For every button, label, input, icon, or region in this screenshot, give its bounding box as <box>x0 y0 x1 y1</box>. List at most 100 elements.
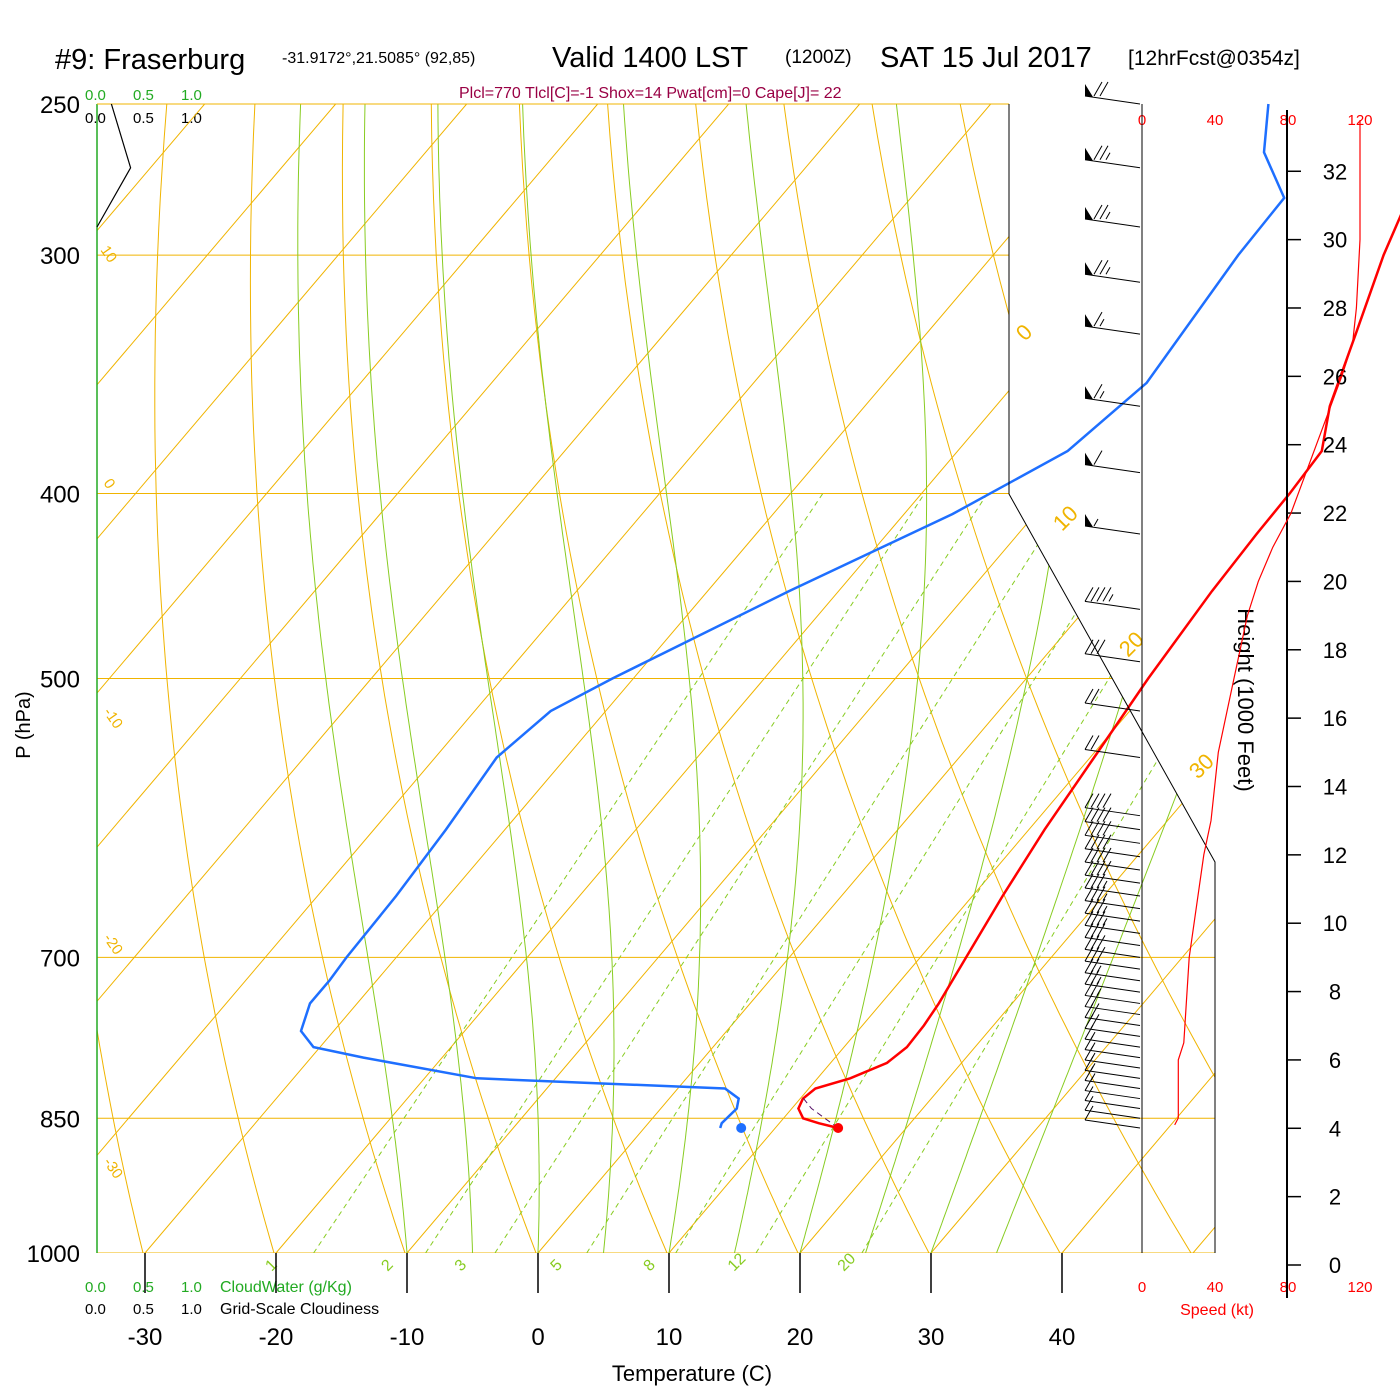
mixing-ratio-label: 2 <box>378 1256 396 1274</box>
barb-pennant <box>1085 314 1093 328</box>
isotherm <box>97 104 599 1253</box>
barb-flag <box>1084 898 1094 914</box>
mixing-ratio-line <box>425 493 925 1253</box>
barb-flag <box>1084 1076 1094 1091</box>
barb-flag <box>1096 935 1106 950</box>
height-tick-label: 2 <box>1329 1185 1341 1210</box>
barb-flag <box>1084 935 1094 950</box>
cloudiness-tick: 0.5 <box>133 1301 154 1318</box>
temperature-tick-label: 30 <box>918 1324 945 1351</box>
barb-staff <box>1084 821 1141 831</box>
barb-flag <box>1093 204 1103 220</box>
barb-flag <box>1084 1056 1094 1071</box>
height-tick-label: 6 <box>1329 1048 1341 1073</box>
height-tick-label: 16 <box>1323 706 1347 731</box>
barb-staff <box>1084 218 1141 228</box>
mixing-ratio-line <box>313 493 824 1253</box>
isotherm <box>97 104 337 1253</box>
barb-staff <box>1084 1038 1141 1048</box>
barb-staff <box>1084 1049 1141 1059</box>
wind-barb <box>1084 1045 1141 1069</box>
pressure-label: 850 <box>40 1106 80 1133</box>
barb-flag <box>1102 807 1112 822</box>
barb-staff <box>1084 861 1141 871</box>
pressure-label: 1000 <box>27 1241 80 1268</box>
station-coords: -31.9172°,21.5085° (92,85) <box>282 50 475 67</box>
wind-barb <box>1084 639 1141 663</box>
height-tick-label: 8 <box>1329 980 1341 1005</box>
temperature-tick-label: 20 <box>787 1324 814 1351</box>
barb-staff <box>1084 325 1141 335</box>
barb-staff <box>1084 848 1141 858</box>
wind-barb <box>1084 834 1141 858</box>
parcel-path <box>801 1096 839 1129</box>
dry-adiabat <box>1313 104 1400 1253</box>
barb-half-flag <box>1099 390 1105 399</box>
y-axis-label: P (hPa) <box>13 691 35 758</box>
barb-pennant <box>1085 84 1093 97</box>
height-tick-label: 26 <box>1323 364 1347 389</box>
barb-flag <box>1084 821 1094 836</box>
wind-barb <box>1084 946 1141 970</box>
barb-flag <box>1090 860 1100 876</box>
barb-pennant <box>1085 513 1093 527</box>
barb-flag <box>1090 873 1100 889</box>
barb-staff <box>1084 749 1141 758</box>
barb-flag <box>1102 860 1112 876</box>
isotherm-label: 10 <box>1048 501 1083 536</box>
barb-staff <box>1084 159 1141 169</box>
barb-flag <box>1096 873 1106 889</box>
temperature-tick-label: 10 <box>656 1324 683 1351</box>
barb-flag <box>1093 81 1103 97</box>
barb-flag <box>1093 260 1103 275</box>
barb-flag <box>1084 958 1094 973</box>
barb-flag <box>1102 793 1112 808</box>
height-tick-label: 32 <box>1323 159 1347 184</box>
wind-barb <box>1084 873 1141 897</box>
dry-adiabat <box>1136 104 1215 1253</box>
wind-barb <box>1084 860 1141 884</box>
top-cloudiness-tick: 0.5 <box>133 110 154 127</box>
cloudiness-tick: 0.0 <box>85 1301 106 1318</box>
dry-adiabat <box>97 104 144 1253</box>
barb-staff <box>1084 1006 1141 1016</box>
grid-layer <box>97 104 1400 1253</box>
dry-adiabat-label: 10 <box>97 243 120 266</box>
x-axis-label: Temperature (C) <box>612 1361 772 1386</box>
forecast-info: [12hrFcst@0354z] <box>1128 47 1300 70</box>
dry-adiabat <box>341 104 537 1253</box>
barb-flag <box>1084 793 1094 808</box>
top-cloudwater-ticks: 0.0 0.5 1.0 <box>85 87 202 104</box>
temperature-tick-label: -20 <box>259 1324 294 1351</box>
wind-barb <box>1084 311 1141 335</box>
barb-flag <box>1090 935 1100 950</box>
dry-adiabat <box>154 104 275 1253</box>
isotherm-label: 20 <box>1114 627 1149 662</box>
barb-staff <box>1084 834 1141 844</box>
isotherm-label: 30 <box>1184 749 1219 784</box>
moist-adiabat <box>996 104 1215 1253</box>
barb-flag <box>1084 946 1094 962</box>
barb-flag <box>1090 688 1100 704</box>
barb-flag <box>1096 923 1106 938</box>
pressure-label: 700 <box>40 945 80 972</box>
barb-staff <box>1084 1119 1141 1129</box>
wind-barb-layer <box>1084 81 1361 1253</box>
barb-flag <box>1093 450 1103 465</box>
barb-flag <box>1096 911 1106 926</box>
barb-flag <box>1090 923 1100 938</box>
wind-barb <box>1084 1105 1141 1129</box>
height-tick-label: 20 <box>1323 569 1347 594</box>
dry-adiabat-label: 0 <box>100 476 119 493</box>
profile-layer <box>299 103 1400 1133</box>
barb-flag <box>1099 260 1109 275</box>
barb-pennant <box>1085 207 1093 221</box>
barb-flag <box>1090 886 1100 901</box>
temperature-tick-label: 40 <box>1049 1324 1076 1351</box>
top-cloudiness-tick: 0.0 <box>85 110 106 127</box>
dry-adiabat <box>607 104 930 1253</box>
wind-barb <box>1084 735 1141 758</box>
isotherm <box>144 104 1123 1253</box>
barb-staff <box>1084 1090 1141 1100</box>
